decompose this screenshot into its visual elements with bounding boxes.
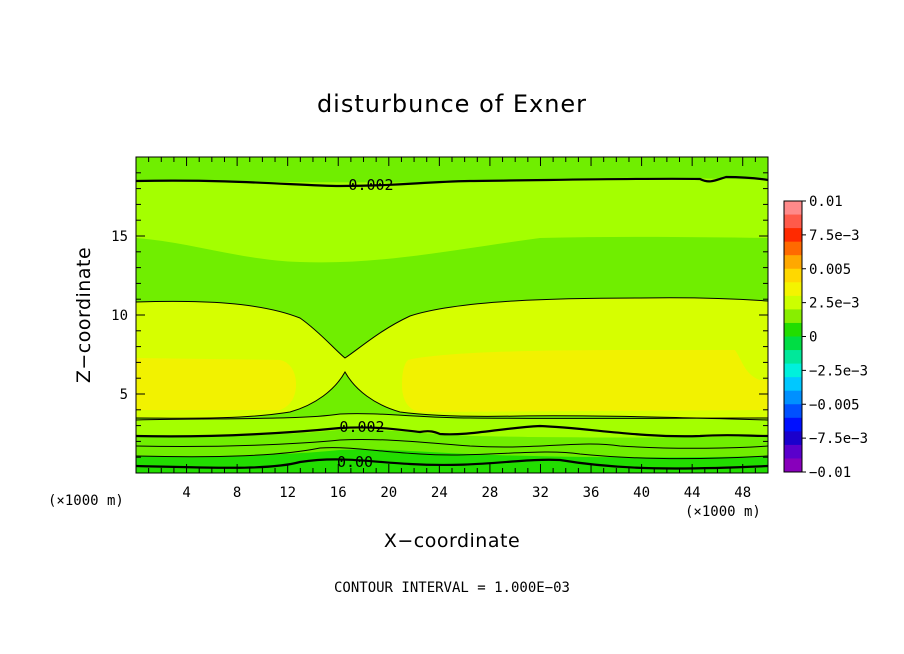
- colorbar-label: −0.005: [809, 397, 860, 413]
- contour-label: 0.002: [339, 418, 384, 436]
- colorbar-segment: [784, 309, 802, 324]
- colorbar-segment: [784, 377, 802, 392]
- chart-title: disturbunce of Exner: [317, 90, 587, 118]
- colorbar-segment: [784, 228, 802, 243]
- contour-interval-note: CONTOUR INTERVAL = 1.000E−03: [334, 580, 570, 596]
- colorbar-label: −7.5e−3: [809, 431, 868, 447]
- y-axis-unit: (×1000 m): [48, 493, 124, 509]
- colorbar-label: 2.5e−3: [809, 296, 860, 312]
- x-axis-ticks: 4 8 12 16 20 24 28 32 36 40 44 48: [148, 157, 756, 501]
- x-tick-label: 40: [633, 485, 650, 501]
- x-tick-label: 44: [684, 485, 701, 501]
- colorbar-segment: [784, 350, 802, 365]
- x-tick-label: 36: [583, 485, 600, 501]
- colorbar-segment: [784, 214, 802, 229]
- contour-line-4: [136, 424, 768, 438]
- contour-line-5: [136, 438, 768, 449]
- contour-labels: 0.002 0.002 0.00: [337, 176, 394, 471]
- x-tick-label: 24: [431, 485, 448, 501]
- x-tick-label: 48: [734, 485, 751, 501]
- colorbar-segment: [784, 431, 802, 446]
- colorbar-segment: [784, 417, 802, 432]
- contour-lines: [136, 175, 768, 470]
- contour-line-0: [136, 175, 768, 188]
- colorbar-label: −2.5e−3: [809, 363, 868, 379]
- colorbar-segment: [784, 282, 802, 297]
- y-axis-label: Z−coordinate: [73, 247, 95, 383]
- colorbar-label: 0.01: [809, 194, 843, 210]
- contour-line-2: [136, 370, 768, 421]
- x-axis-unit: (×1000 m): [685, 504, 761, 520]
- colorbar-segment: [784, 295, 802, 310]
- x-tick-label: 16: [330, 485, 347, 501]
- colorbar-segment: [784, 255, 802, 270]
- contour-fill-bands: [136, 177, 768, 473]
- colorbar-segment: [784, 458, 802, 473]
- colorbar-segment: [784, 322, 802, 337]
- colorbar-segment: [784, 404, 802, 419]
- colorbar-label: 7.5e−3: [809, 228, 860, 244]
- colorbar-label: −0.01: [809, 465, 851, 481]
- contour-line-1: [136, 297, 768, 359]
- x-axis-label: X−coordinate: [384, 530, 520, 552]
- x-tick-label: 12: [279, 485, 296, 501]
- colorbar-segment: [784, 390, 802, 405]
- colorbar-segment: [784, 363, 802, 378]
- x-tick-label: 32: [532, 485, 549, 501]
- y-tick-label: 10: [111, 308, 128, 324]
- contour-label: 0.00: [337, 453, 373, 471]
- contour-band-3: [402, 350, 768, 412]
- contour-label: 0.002: [348, 176, 393, 194]
- contour-line-3: [136, 413, 768, 421]
- colorbar-label: 0.005: [809, 262, 851, 278]
- contour-line-7: [136, 458, 768, 470]
- colorbar-segment: [784, 444, 802, 459]
- x-tick-label: 4: [182, 485, 190, 501]
- colorbar-segment: [784, 201, 802, 216]
- contour-band-2: [136, 358, 296, 410]
- colorbar-segment: [784, 336, 802, 351]
- x-tick-label: 8: [233, 485, 241, 501]
- contour-line-6: [136, 447, 768, 460]
- y-tick-label: 15: [111, 229, 128, 245]
- colorbar-label: 0: [809, 330, 817, 346]
- colorbar: 0.01 7.5e−3 0.005 2.5e−3 0 −2.5e−3 −0.005 −7.5e…: [783, 194, 868, 481]
- x-tick-label: 20: [380, 485, 397, 501]
- colorbar-segment: [784, 268, 802, 283]
- x-tick-label: 28: [481, 485, 498, 501]
- contour-band-0: [136, 177, 768, 263]
- contour-band-5: [136, 429, 768, 458]
- y-axis-ticks: 5 10 15: [111, 172, 768, 458]
- y-tick-label: 5: [120, 387, 128, 403]
- colorbar-segment: [784, 241, 802, 256]
